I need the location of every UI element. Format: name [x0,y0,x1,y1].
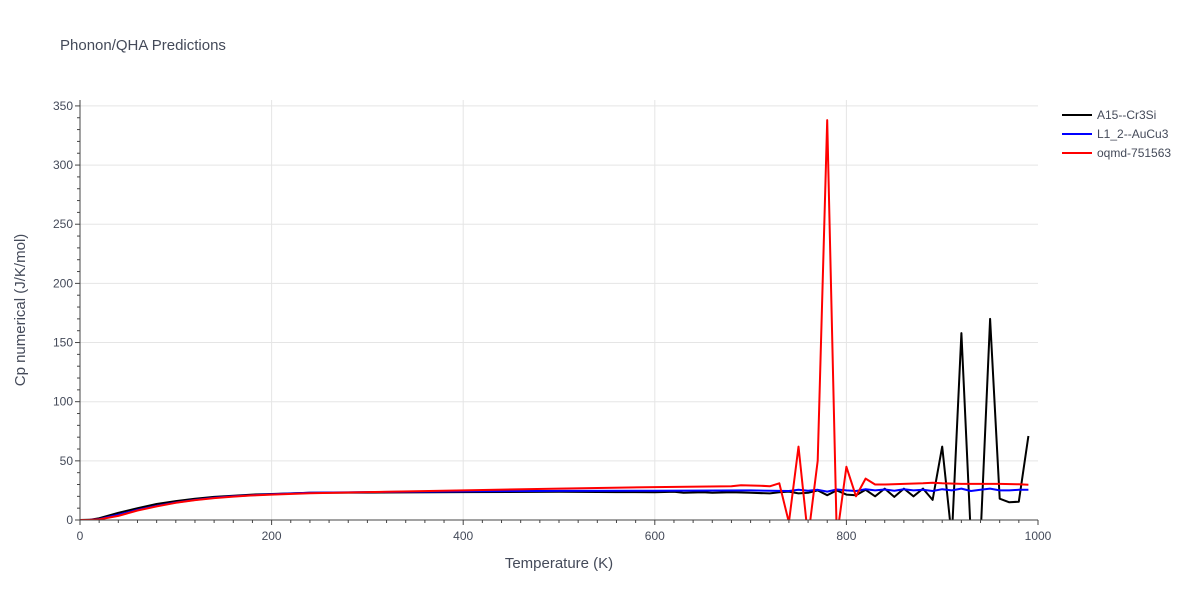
legend-item[interactable]: A15--Cr3Si [1062,108,1156,122]
x-tick-label: 800 [836,529,856,543]
y-tick-label: 100 [53,395,73,409]
legend-label: oqmd-751563 [1097,146,1171,160]
x-tick-label: 400 [453,529,473,543]
y-tick-label: 250 [53,217,73,231]
y-tick-label: 200 [53,276,73,290]
legend-item[interactable]: oqmd-751563 [1062,146,1171,160]
legend-label: A15--Cr3Si [1097,108,1156,122]
plot-area [80,119,1030,520]
x-tick-label: 0 [77,529,84,543]
y-tick-label: 150 [53,336,73,350]
y-axis-title: Cp numerical (J/K/mol) [12,234,29,387]
grid [80,100,1038,520]
chart-title: Phonon/QHA Predictions [60,37,226,54]
y-tick-label: 50 [60,454,74,468]
x-tick-label: 600 [645,529,665,543]
axes: 0 200 400 600 800 1000 0 50 100 150 200 250 300 350 [53,99,1052,543]
legend[interactable]: A15--Cr3Si L1_2--AuCu3 oqmd-751563 [1062,108,1171,160]
series-line-1 [80,487,1029,520]
x-tick-label: 1000 [1025,529,1052,543]
x-axis-title: Temperature (K) [505,555,613,572]
y-tick-label: 300 [53,158,73,172]
y-tick-label: 350 [53,99,73,113]
legend-label: L1_2--AuCu3 [1097,127,1169,141]
y-tick-label: 0 [66,513,73,527]
legend-item[interactable]: L1_2--AuCu3 [1062,127,1169,141]
series-line-0 [80,317,1030,520]
series-line-2 [80,119,1029,520]
x-tick-label: 200 [262,529,282,543]
